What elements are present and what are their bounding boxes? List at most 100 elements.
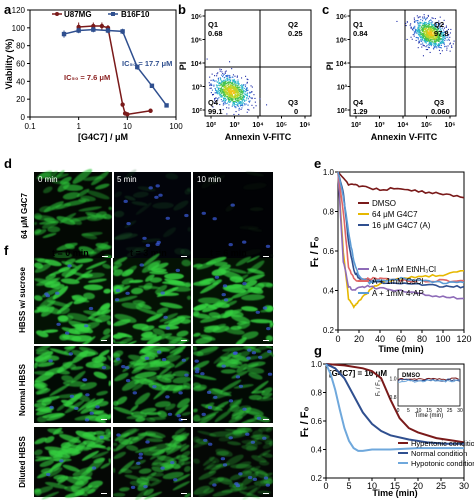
flow-event [212, 79, 214, 81]
data-point [91, 23, 96, 29]
cell [199, 282, 219, 294]
flow-event [227, 90, 229, 92]
flow-event [437, 34, 439, 36]
nucleus [145, 243, 151, 247]
nucleus [142, 236, 147, 240]
flow-event [428, 35, 430, 37]
flow-event [429, 31, 431, 33]
inset-title: DMSO [402, 373, 420, 379]
flow-event [421, 29, 423, 31]
flow-event [436, 35, 438, 37]
flow-event [230, 86, 232, 88]
cell [125, 265, 137, 275]
flow-event [225, 103, 227, 105]
cell [246, 255, 260, 263]
flow-event [226, 75, 228, 77]
flow-event [417, 27, 419, 29]
nucleus [125, 291, 130, 295]
flow-event [412, 34, 414, 36]
flow-event [230, 90, 232, 92]
flow-event [430, 31, 432, 33]
flow-event [214, 75, 216, 77]
flow-event [428, 38, 430, 40]
flow-event [411, 38, 413, 40]
flow-event [229, 87, 231, 89]
flow-event [239, 89, 241, 91]
flow-event [231, 105, 233, 107]
flow-event [406, 21, 408, 23]
flow-event [433, 31, 435, 33]
flow-event [422, 34, 424, 36]
cell [56, 301, 74, 314]
flow-event [419, 28, 421, 30]
flow-event [219, 77, 221, 79]
flow-event [424, 25, 426, 27]
cell [186, 187, 192, 192]
flow-event [228, 104, 230, 106]
flow-event [242, 97, 244, 99]
flow-event [435, 36, 437, 38]
flow-event [427, 36, 429, 38]
nucleus [167, 412, 173, 416]
flow-event [435, 26, 437, 28]
cell [176, 315, 191, 319]
nucleus [99, 435, 105, 439]
flow-event [419, 36, 421, 38]
flow-event [422, 28, 424, 30]
y-tick-label: 10⁴ [191, 61, 203, 68]
micrograph-d: 0 min 5 min 10 min 64 μM G4C7 [20, 168, 274, 262]
cell [64, 400, 85, 414]
cell [50, 283, 65, 290]
flow-event [425, 37, 427, 39]
flow-event [242, 105, 244, 107]
flow-event [427, 23, 429, 25]
flow-event [221, 83, 223, 85]
flow-event [424, 22, 426, 24]
flow-event [247, 89, 249, 91]
cell [52, 286, 69, 300]
flow-event [228, 87, 230, 89]
q1-value-c: 0.84 [353, 29, 368, 38]
cell [239, 225, 259, 230]
flow-event [233, 79, 235, 81]
cell [153, 385, 171, 400]
inset-x-tick-label: 5 [407, 408, 410, 414]
cell [172, 481, 190, 491]
row-divider [34, 423, 273, 427]
flow-event [440, 39, 442, 41]
series-line [337, 171, 465, 199]
flow-event [242, 87, 244, 89]
cell [138, 303, 152, 310]
cell [220, 379, 242, 392]
flow-event [423, 33, 425, 35]
flow-event [429, 34, 431, 36]
flow-event [226, 87, 228, 89]
cell [113, 333, 127, 339]
cell [269, 351, 274, 357]
flow-event [446, 49, 448, 51]
cell [243, 249, 262, 256]
cell [224, 310, 244, 318]
inset-x-tick-label: 10 [416, 408, 422, 414]
flow-event [426, 35, 428, 37]
flow-event [422, 34, 424, 36]
nucleus [208, 442, 213, 446]
flow-event [442, 32, 444, 34]
flow-event [430, 28, 432, 30]
y-tick-label: 10³ [192, 85, 203, 92]
cell [34, 437, 47, 445]
flow-event [439, 47, 441, 49]
scale-bar [263, 419, 269, 420]
flow-event [239, 93, 241, 95]
scale-bar [181, 256, 187, 257]
frame-divider [191, 427, 193, 497]
flow-event [235, 84, 237, 86]
y-tick-label: 1.0 [323, 168, 335, 177]
flow-event [240, 87, 242, 89]
flow-event [427, 35, 429, 37]
flow-event [225, 98, 227, 100]
panel-label-g: g [314, 343, 322, 358]
cell [241, 331, 259, 340]
flow-event [424, 28, 426, 30]
flow-event [236, 103, 238, 105]
